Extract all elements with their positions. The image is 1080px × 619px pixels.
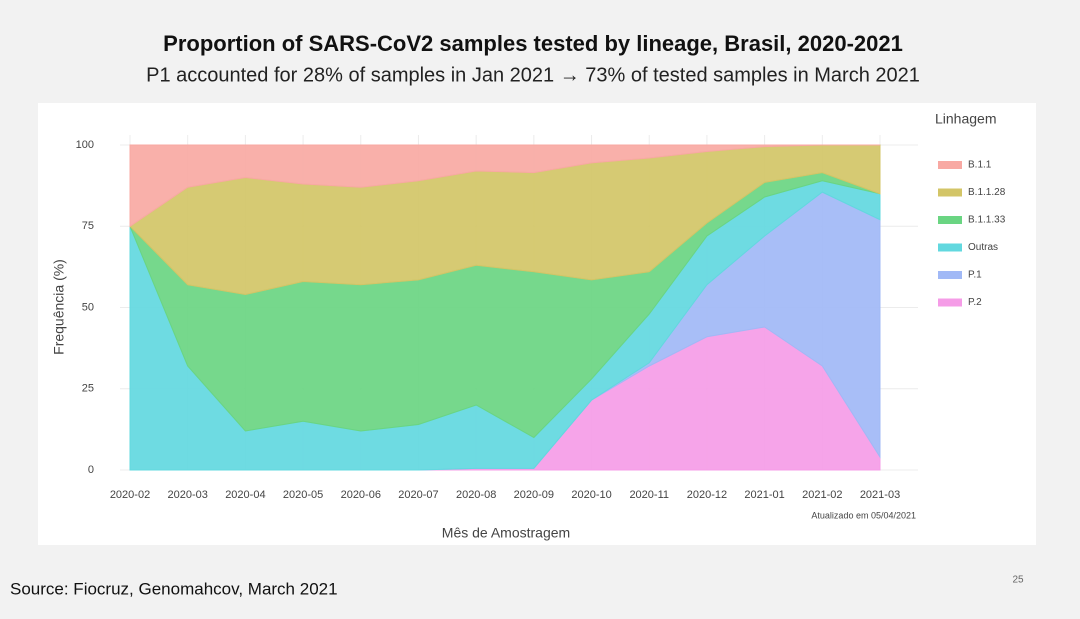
legend-label: B.1.1 [968, 160, 992, 171]
y-tick-label: 50 [82, 301, 94, 313]
legend-label: B.1.1.28 [968, 187, 1006, 198]
x-tick-label: 2020-10 [571, 489, 611, 501]
x-axis-label: Mês de Amostragem [442, 525, 570, 541]
x-tick-label: 2020-05 [283, 489, 323, 501]
legend-label: P.2 [968, 297, 982, 308]
x-tick-label: 2020-07 [398, 489, 438, 501]
legend-swatch [938, 216, 962, 224]
x-tick-label: 2020-04 [225, 489, 265, 501]
legend-title: Linhagem [935, 111, 997, 127]
update-note: Atualizado em 05/04/2021 [811, 510, 916, 520]
chart-title: Proportion of SARS-CoV2 samples tested b… [163, 31, 903, 56]
legend-swatch [938, 161, 962, 169]
chart-subtitle: P1 accounted for 28% of samples in Jan 2… [146, 64, 920, 86]
x-tick-label: 2021-02 [802, 489, 842, 501]
legend-swatch [938, 271, 962, 279]
y-tick-label: 100 [76, 139, 94, 151]
y-tick-label: 25 [82, 383, 94, 395]
x-tick-label: 2020-02 [110, 489, 150, 501]
legend-swatch [938, 298, 962, 307]
legend-swatch [938, 243, 962, 252]
area [129, 144, 880, 228]
x-tick-label: 2020-03 [168, 489, 208, 501]
x-tick-label: 2020-06 [341, 489, 381, 501]
x-tick-label: 2021-03 [860, 489, 900, 501]
x-tick-label: 2020-12 [687, 489, 727, 501]
x-tick-label: 2020-08 [456, 489, 496, 501]
x-tick-label: 2020-09 [514, 489, 554, 501]
legend-label: P.1 [968, 270, 982, 281]
x-tick-label: 2021-01 [744, 489, 784, 501]
y-tick-label: 75 [82, 220, 94, 232]
y-axis-label: Frequência (%) [51, 259, 67, 355]
x-tick-label: 2020-11 [629, 489, 669, 501]
legend-label: Outras [968, 242, 998, 253]
legend-label: B.1.1.33 [968, 215, 1006, 226]
source: Source: Fiocruz, Genomahcov, March 2021 [10, 579, 338, 598]
page-number: 25 [1012, 575, 1024, 586]
y-tick-label: 0 [88, 464, 94, 476]
legend-swatch [938, 188, 962, 197]
